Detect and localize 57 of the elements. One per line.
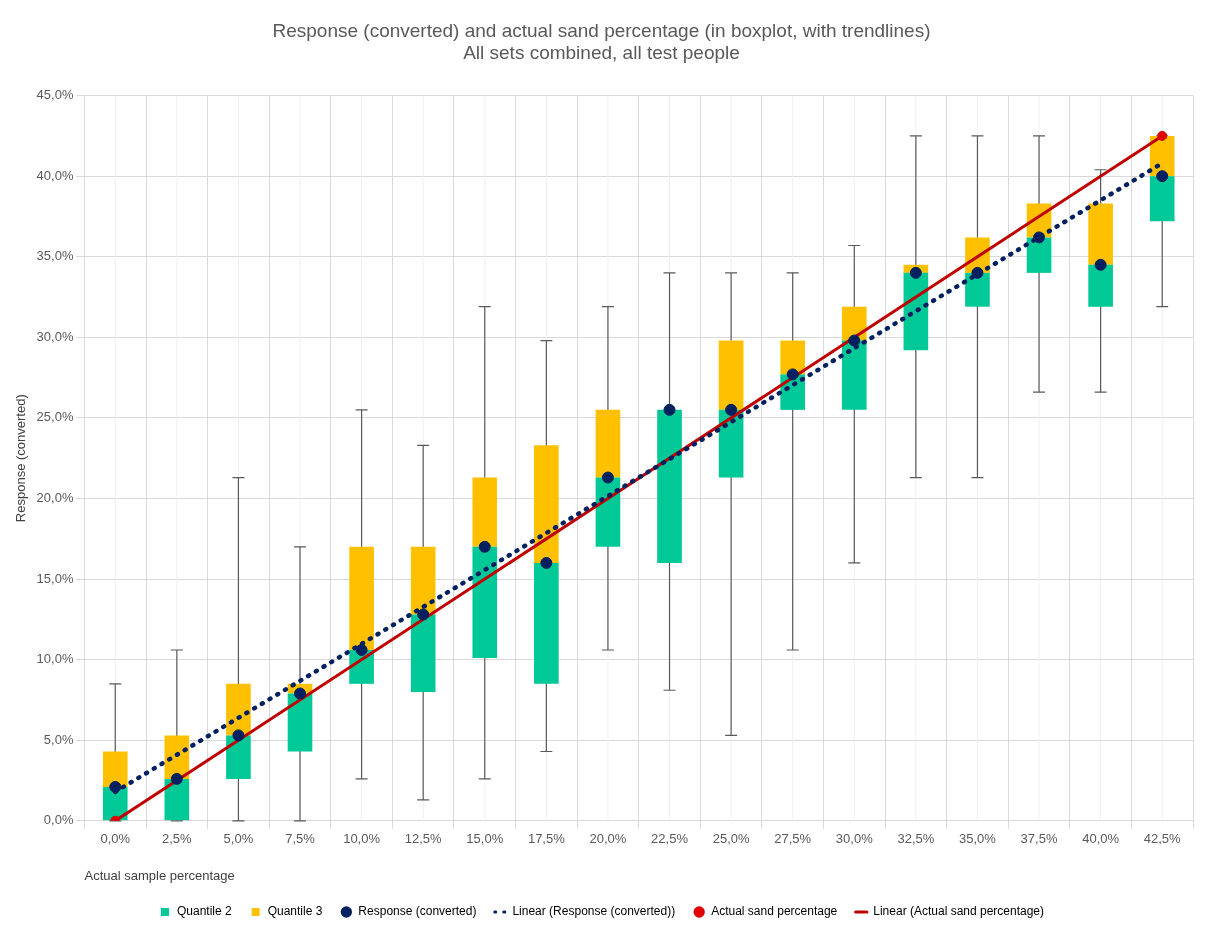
x-tick-label: 32,5% <box>897 831 935 847</box>
point <box>478 540 491 553</box>
y-tick-label: 45,0% <box>36 87 74 103</box>
y-tick-label: 30,0% <box>36 328 74 344</box>
point <box>601 471 614 484</box>
point <box>540 556 553 569</box>
point <box>1156 170 1169 183</box>
x-tick-label: 20,0% <box>589 831 627 847</box>
legend-label: Quantile 2 <box>176 904 232 919</box>
legend-label: Response (converted) <box>358 904 477 919</box>
chart-title: Response (converted) and actual sand percentage (in boxplot, with trendlines) <box>272 19 931 41</box>
y-tick-label: 5,0% <box>43 731 74 747</box>
point <box>294 687 307 700</box>
point <box>971 266 984 279</box>
legend-label: Linear (Response (converted)) <box>512 904 676 919</box>
point <box>663 403 676 416</box>
x-tick-label: 22,5% <box>651 831 689 847</box>
x-tick-label: 37,5% <box>1020 831 1058 847</box>
x-tick-label: 5,0% <box>223 831 254 847</box>
y-tick-label: 15,0% <box>36 570 74 586</box>
x-tick-label: 42,5% <box>1143 831 1182 847</box>
point <box>417 608 430 621</box>
y-axis-title: Response (converted) <box>13 394 29 523</box>
y-tick-label: 40,0% <box>36 167 74 183</box>
y-tick-label: 20,0% <box>36 490 74 506</box>
x-tick-label: 27,5% <box>774 831 812 847</box>
y-tick-label: 10,0% <box>36 651 74 667</box>
x-tick-label: 0,0% <box>100 831 131 847</box>
legend-label: Quantile 3 <box>267 904 323 919</box>
y-tick-label: 25,0% <box>36 409 74 425</box>
x-tick-label: 12,5% <box>404 831 443 847</box>
point <box>1094 258 1107 271</box>
x-tick-label: 15,0% <box>466 831 504 847</box>
y-tick-label: 0,0% <box>43 812 74 828</box>
point <box>848 334 861 347</box>
x-axis-title: Actual sample percentage <box>84 867 235 883</box>
point <box>1033 231 1046 244</box>
point <box>786 368 799 381</box>
point <box>232 729 245 742</box>
x-tick-label: 30,0% <box>835 831 874 847</box>
x-tick-label: 2,5% <box>162 831 193 847</box>
x-tick-label: 35,0% <box>959 831 997 847</box>
point <box>909 266 922 279</box>
point <box>1157 130 1168 141</box>
x-tick-label: 40,0% <box>1082 831 1120 847</box>
point <box>170 772 183 785</box>
x-tick-label: 17,5% <box>527 831 566 847</box>
point <box>355 643 368 656</box>
legend-label: Linear (Actual sand percentage) <box>873 904 1045 919</box>
x-tick-label: 25,0% <box>712 831 750 847</box>
legend-label: Actual sand percentage <box>711 904 838 919</box>
chart-subtitle: All sets combined, all test people <box>463 42 740 64</box>
x-tick-label: 7,5% <box>285 831 316 847</box>
x-tick-label: 10,0% <box>343 831 381 847</box>
point <box>109 780 122 793</box>
y-tick-label: 35,0% <box>36 248 74 264</box>
point <box>725 403 738 416</box>
